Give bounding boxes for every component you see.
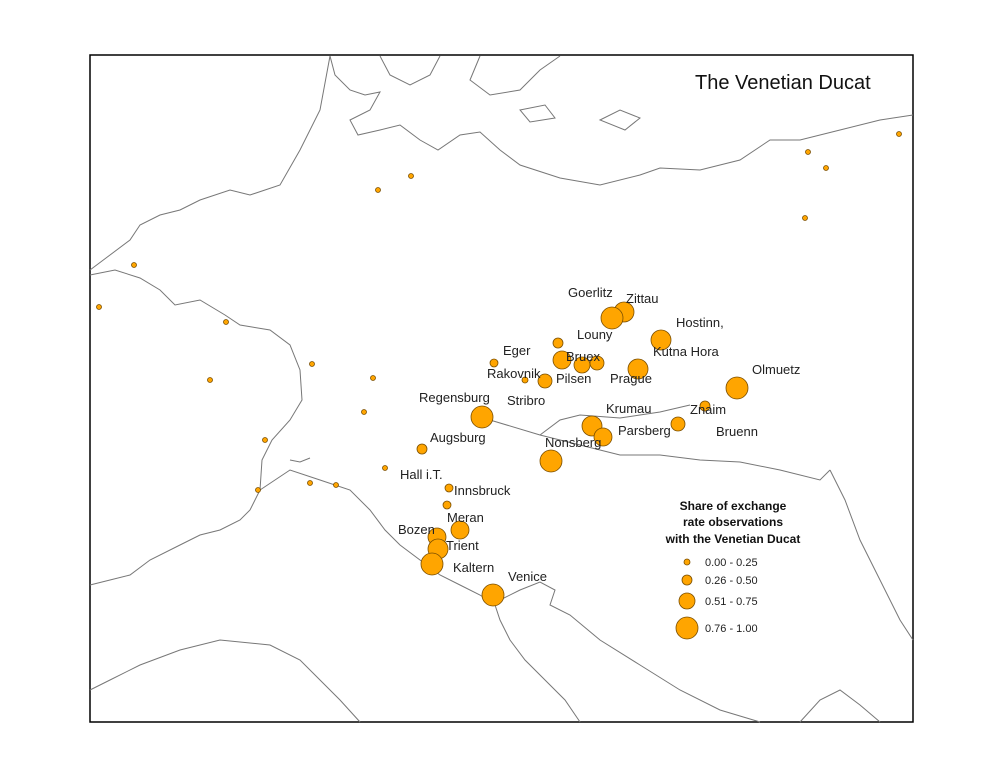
- legend-label: 0.00 - 0.25: [705, 557, 758, 569]
- city-label: Trient: [446, 538, 479, 553]
- marker: [450, 520, 470, 540]
- map-title: The Venetian Ducat: [695, 72, 871, 94]
- marker: [593, 427, 613, 447]
- coastline: [89, 639, 361, 723]
- city-label: Kutna Hora: [653, 344, 720, 359]
- city-label: Parsberg: [618, 423, 671, 438]
- city-label: Meran: [447, 510, 484, 525]
- marker: [131, 262, 137, 268]
- city-label: Bozen: [398, 522, 435, 537]
- marker: [537, 373, 553, 389]
- marker: [262, 437, 268, 443]
- city-label: Prague: [610, 371, 652, 386]
- marker: [370, 375, 376, 381]
- city-label: Olmuetz: [752, 362, 800, 377]
- marker: [333, 482, 339, 488]
- city-label: Regensburg: [419, 390, 490, 405]
- legend-label: 0.76 - 1.00: [705, 623, 758, 635]
- coastlines: [89, 55, 914, 723]
- city-label: Innsbruck: [454, 483, 511, 498]
- coastline: [539, 404, 691, 436]
- coastline: [379, 55, 441, 86]
- marker: [678, 592, 696, 610]
- city-label: Zittau: [626, 291, 659, 306]
- coastline: [259, 469, 581, 723]
- legend: Share of exchange rate observations with…: [665, 499, 801, 640]
- marker: [627, 358, 649, 380]
- marker: [255, 487, 261, 493]
- marker: [96, 304, 102, 310]
- map-frame: [89, 54, 914, 723]
- marker: [408, 173, 414, 179]
- marker: [442, 500, 452, 510]
- coastline: [469, 55, 561, 96]
- legend-label: 0.26 - 0.50: [705, 575, 758, 587]
- legend-title: with the Venetian Ducat: [665, 532, 801, 546]
- marker: [470, 405, 494, 429]
- city-label: Augsburg: [430, 430, 486, 445]
- city-labels: Goerlitz Zittau Hostinn, Louny Eger Brue…: [398, 285, 800, 584]
- marker: [589, 355, 605, 371]
- marker: [805, 149, 811, 155]
- marker: [481, 583, 505, 607]
- marker: [207, 377, 213, 383]
- marker: [223, 319, 229, 325]
- coastline: [489, 419, 831, 481]
- city-label: Krumau: [606, 401, 652, 416]
- city-label: Bruex: [566, 349, 600, 364]
- city-label: Hall i.T.: [400, 467, 443, 482]
- marker: [683, 558, 691, 566]
- marker: [444, 483, 454, 493]
- marker: [681, 574, 693, 586]
- marker: [725, 376, 749, 400]
- marker: [675, 616, 699, 640]
- marker: [420, 552, 444, 576]
- city-label: Louny: [577, 327, 613, 342]
- legend-title: rate observations: [683, 515, 783, 529]
- marker: [309, 361, 315, 367]
- coastline: [829, 469, 914, 641]
- marker: [552, 337, 564, 349]
- city-label: Znaim: [690, 402, 726, 417]
- city-label: Nonsberg: [545, 435, 601, 450]
- coastline: [499, 581, 761, 723]
- city-markers: [416, 301, 749, 607]
- marker: [521, 376, 529, 384]
- marker: [489, 358, 499, 368]
- legend-label: 0.51 - 0.75: [705, 596, 758, 608]
- coastline: [329, 55, 914, 186]
- city-label: Venice: [508, 569, 547, 584]
- city-label: Eger: [503, 343, 531, 358]
- minor-markers: [96, 131, 902, 493]
- city-label: Stribro: [507, 393, 545, 408]
- coastline: [598, 109, 641, 131]
- coastline: [519, 104, 556, 123]
- marker: [823, 165, 829, 171]
- legend-title: Share of exchange: [680, 499, 787, 513]
- marker: [670, 416, 686, 432]
- city-label: Rakovnik: [487, 366, 541, 381]
- coastline: [289, 457, 311, 463]
- marker: [361, 409, 367, 415]
- city-label: Bruenn: [716, 424, 758, 439]
- marker: [382, 465, 388, 471]
- marker: [650, 329, 672, 351]
- city-label: Kaltern: [453, 560, 494, 575]
- marker: [600, 306, 624, 330]
- city-label: Goerlitz: [568, 285, 613, 300]
- city-label: Pilsen: [556, 371, 591, 386]
- marker: [896, 131, 902, 137]
- coastline: [89, 55, 331, 271]
- marker: [307, 480, 313, 486]
- marker: [539, 449, 563, 473]
- marker: [375, 187, 381, 193]
- marker: [416, 443, 428, 455]
- marker: [699, 400, 711, 412]
- city-label: Hostinn,: [676, 315, 724, 330]
- coastline: [799, 689, 881, 723]
- marker: [552, 350, 572, 370]
- coastline: [89, 269, 303, 586]
- marker: [802, 215, 808, 221]
